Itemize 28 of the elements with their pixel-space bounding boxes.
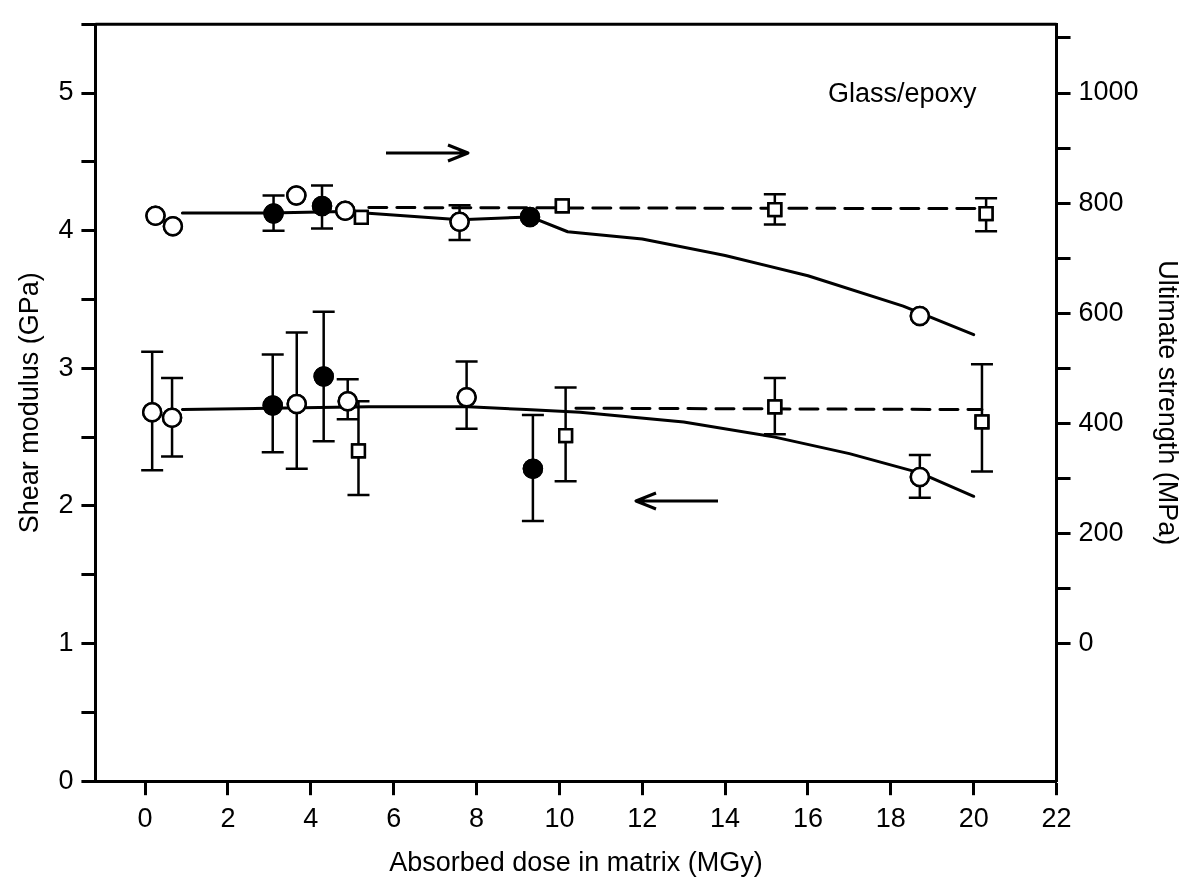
x-tick-label: 4	[303, 802, 319, 833]
x-tick-label: 6	[386, 802, 402, 833]
y-axis-title: Shear modulus (GPa)	[13, 272, 44, 534]
x-tick-label: 8	[469, 802, 485, 833]
x-tick-label: 2	[220, 802, 236, 833]
y2-tick-label: 600	[1078, 296, 1124, 327]
y-tick-label: 2	[58, 489, 74, 520]
y2-tick-label: 800	[1078, 186, 1124, 217]
x-axis-title: Absorbed dose in matrix (MGy)	[389, 847, 763, 878]
y2-tick-label: 0	[1078, 627, 1094, 658]
x-tick-label: 12	[627, 802, 658, 833]
annotation: Glass/epoxy	[827, 77, 978, 108]
y2-tick-label: 1000	[1078, 76, 1139, 107]
x-tick-label: 14	[710, 802, 741, 833]
x-tick-label: 22	[1041, 802, 1072, 833]
y-tick-label: 1	[58, 627, 74, 658]
y2-tick-label: 200	[1078, 516, 1124, 547]
x-tick-label: 0	[137, 802, 153, 833]
x-tick-label: 10	[544, 802, 575, 833]
x-tick-label: 16	[792, 802, 823, 833]
x-tick-label: 18	[875, 802, 906, 833]
y2-tick-label: 400	[1078, 406, 1124, 437]
y2-axis-title: Ultimate strength (MPa)	[1153, 260, 1184, 546]
x-tick-label: 20	[958, 802, 989, 833]
y-tick-label: 3	[58, 351, 74, 382]
y-tick-label: 4	[58, 214, 74, 245]
y-tick-label: 5	[58, 76, 74, 107]
y-tick-label: 0	[58, 764, 74, 795]
